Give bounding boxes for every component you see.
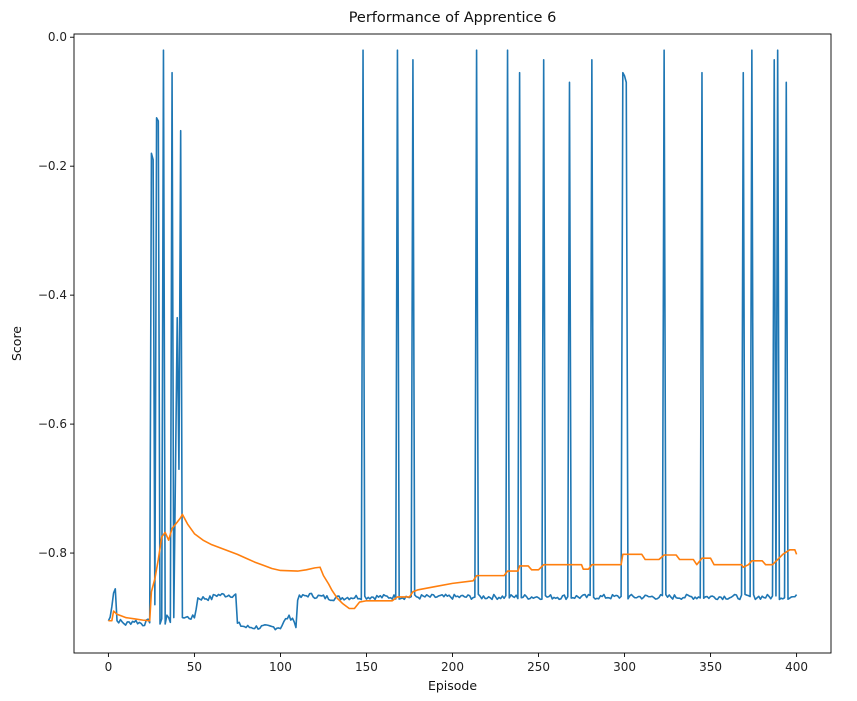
x-tick-label: 50 xyxy=(187,660,202,674)
y-tick-label: −0.6 xyxy=(38,417,67,431)
x-axis: 0 50 100 150 200 250 300 350 400 xyxy=(105,653,808,674)
plot-frame xyxy=(73,33,832,654)
x-tick-label: 200 xyxy=(441,660,464,674)
x-tick-label: 400 xyxy=(785,660,808,674)
y-tick-label: −0.2 xyxy=(38,159,67,173)
x-tick-label: 150 xyxy=(355,660,378,674)
chart-title: Performance of Apprentice 6 xyxy=(349,10,557,26)
y-tick-label: −0.8 xyxy=(38,546,67,560)
y-axis: 0.0 −0.2 −0.4 −0.6 −0.8 xyxy=(38,30,74,560)
y-tick-label: 0.0 xyxy=(48,30,67,44)
x-tick-label: 250 xyxy=(527,660,550,674)
x-tick-label: 350 xyxy=(699,660,722,674)
x-tick-label: 0 xyxy=(105,660,113,674)
plot-area xyxy=(73,33,832,654)
series-layer xyxy=(107,49,798,631)
x-axis-label: Episode xyxy=(428,678,477,693)
x-tick-label: 300 xyxy=(613,660,636,674)
series-line-orange xyxy=(108,513,798,622)
series-line-blue xyxy=(107,49,798,631)
y-tick-label: −0.4 xyxy=(38,288,67,302)
y-axis-label: Score xyxy=(9,326,24,361)
x-tick-label: 100 xyxy=(269,660,292,674)
